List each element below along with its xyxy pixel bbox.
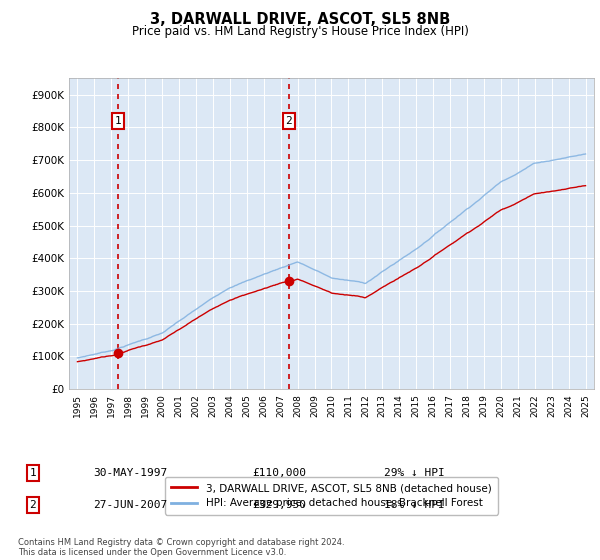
Text: 2: 2 [286, 116, 292, 126]
Text: £329,950: £329,950 [252, 500, 306, 510]
Text: 3, DARWALL DRIVE, ASCOT, SL5 8NB: 3, DARWALL DRIVE, ASCOT, SL5 8NB [150, 12, 450, 27]
Text: Price paid vs. HM Land Registry's House Price Index (HPI): Price paid vs. HM Land Registry's House … [131, 25, 469, 38]
Text: 2: 2 [29, 500, 37, 510]
Text: 1: 1 [29, 468, 37, 478]
Legend: 3, DARWALL DRIVE, ASCOT, SL5 8NB (detached house), HPI: Average price, detached : 3, DARWALL DRIVE, ASCOT, SL5 8NB (detach… [165, 477, 498, 515]
Text: £110,000: £110,000 [252, 468, 306, 478]
Text: 29% ↓ HPI: 29% ↓ HPI [384, 468, 445, 478]
Text: 1: 1 [115, 116, 122, 126]
Text: Contains HM Land Registry data © Crown copyright and database right 2024.
This d: Contains HM Land Registry data © Crown c… [18, 538, 344, 557]
Text: 27-JUN-2007: 27-JUN-2007 [93, 500, 167, 510]
Text: 18% ↓ HPI: 18% ↓ HPI [384, 500, 445, 510]
Text: 30-MAY-1997: 30-MAY-1997 [93, 468, 167, 478]
